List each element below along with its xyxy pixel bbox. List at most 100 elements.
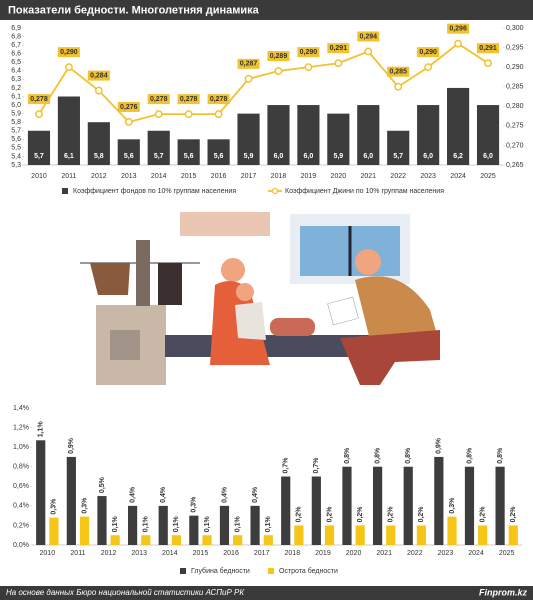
value-label-bg (147, 94, 170, 105)
x-tick-label: 2010 (31, 173, 47, 180)
bar-value-label: 6,0 (274, 153, 284, 160)
bar-value-label: 6,0 (423, 153, 433, 160)
x-tick-label: 2010 (40, 550, 56, 557)
x-tick-label: 2024 (468, 550, 484, 557)
bar-value-label: 5,6 (214, 153, 224, 160)
x-tick-label: 2017 (241, 173, 257, 180)
bar-value-label: 5,7 (154, 153, 164, 160)
woman-head (221, 258, 245, 282)
bar (447, 87, 470, 165)
man-legs (340, 330, 440, 385)
line-value-label: 0,291 (479, 45, 497, 52)
legend-label: Глубина бедности (191, 567, 250, 575)
line-value-label: 0,290 (60, 49, 78, 56)
bar (311, 476, 321, 545)
stove-door (110, 330, 140, 360)
bar-value-label: 6,0 (304, 153, 314, 160)
x-tick-label: 2020 (346, 550, 362, 557)
y-tick-label: 0,265 (506, 162, 524, 169)
legend-icon (268, 568, 274, 574)
y-tick-label: 5,6 (11, 136, 21, 143)
bar-value-label: 0,9% (68, 437, 75, 454)
line-point (94, 86, 103, 95)
man-head (355, 249, 381, 275)
bar (294, 525, 304, 545)
bar-value-label: 0,1% (112, 515, 119, 532)
line-value-label: 0,278 (30, 96, 48, 103)
line-point (244, 74, 253, 83)
line-value-label: 0,290 (300, 49, 318, 56)
bar (36, 440, 46, 545)
x-tick-label: 2014 (151, 173, 167, 180)
bar (147, 130, 170, 165)
y-tick-label: 1,2% (13, 424, 29, 431)
bar-value-label: 0,2% (388, 506, 395, 523)
bar (416, 525, 426, 545)
x-tick-label: 2022 (407, 550, 423, 557)
line-value-label: 0,278 (150, 96, 168, 103)
x-tick-label: 2018 (285, 550, 301, 557)
bar (417, 105, 440, 165)
bar (79, 516, 90, 545)
value-label-bg (177, 94, 200, 105)
bar (324, 525, 335, 545)
legend-label: Острота бедности (279, 567, 338, 575)
bar-value-label: 1,1% (38, 421, 45, 438)
value-label-bg (267, 51, 290, 62)
line-value-label: 0,291 (330, 45, 348, 52)
bar-value-label: 0,2% (296, 506, 303, 523)
bar (87, 122, 110, 165)
line-point (274, 67, 283, 76)
bar-value-label: 6,0 (483, 153, 493, 160)
bar (355, 525, 365, 545)
bar (403, 466, 413, 545)
y-tick-label: 0,285 (506, 84, 524, 91)
line-point (484, 59, 492, 68)
x-tick-label: 2019 (315, 550, 331, 557)
value-label-bg (27, 94, 50, 105)
value-label-bg (237, 58, 260, 69)
bar (387, 130, 410, 165)
bar-value-label: 0,7% (313, 457, 320, 474)
footer-bar (0, 586, 533, 600)
value-label-bg (87, 70, 110, 81)
y-tick-label: 5,3 (11, 162, 21, 169)
bar (97, 496, 107, 545)
bar (263, 535, 273, 545)
y-tick-label: 0,4% (13, 503, 29, 510)
y-tick-label: 0,275 (506, 123, 524, 130)
bar-value-label: 0,7% (283, 457, 290, 474)
x-tick-label: 2022 (390, 173, 406, 180)
y-tick-label: 0,8% (13, 464, 29, 471)
y-tick-label: 6,5 (11, 59, 21, 66)
bar-value-label: 0,3% (191, 496, 198, 513)
bar (110, 535, 120, 545)
bar (495, 466, 505, 545)
bar (281, 476, 291, 545)
legend-icon (180, 568, 186, 574)
bar (508, 525, 518, 545)
bar-value-label: 5,6 (184, 153, 194, 160)
bar-value-label: 0,4% (221, 486, 228, 503)
x-tick-label: 2023 (438, 550, 454, 557)
bar (49, 517, 59, 545)
line (38, 42, 489, 123)
line-point (424, 63, 433, 72)
bar (237, 113, 260, 165)
bar (202, 535, 212, 545)
bar-value-label: 0,4% (129, 486, 136, 503)
legend-icon (271, 187, 279, 195)
legend-icon (62, 188, 68, 194)
shelf (180, 212, 270, 236)
line-value-label: 0,278 (210, 96, 228, 103)
bar (66, 456, 76, 545)
line-value-label: 0,278 (180, 96, 198, 103)
bar-value-label: 0,3% (51, 498, 58, 515)
line-value-label: 0,290 (419, 49, 437, 56)
bar-value-label: 6,2 (453, 153, 463, 160)
x-tick-label: 2025 (499, 550, 515, 557)
y-tick-label: 6,2 (11, 85, 21, 92)
value-label-bg (447, 23, 470, 34)
y-tick-label: 5,8 (11, 119, 21, 126)
y-tick-label: 1,4% (13, 405, 29, 412)
